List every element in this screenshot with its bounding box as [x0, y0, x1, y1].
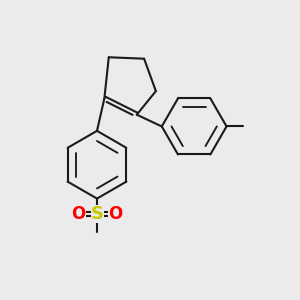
Text: O: O: [108, 205, 122, 223]
Text: S: S: [91, 205, 103, 223]
Text: O: O: [72, 205, 86, 223]
